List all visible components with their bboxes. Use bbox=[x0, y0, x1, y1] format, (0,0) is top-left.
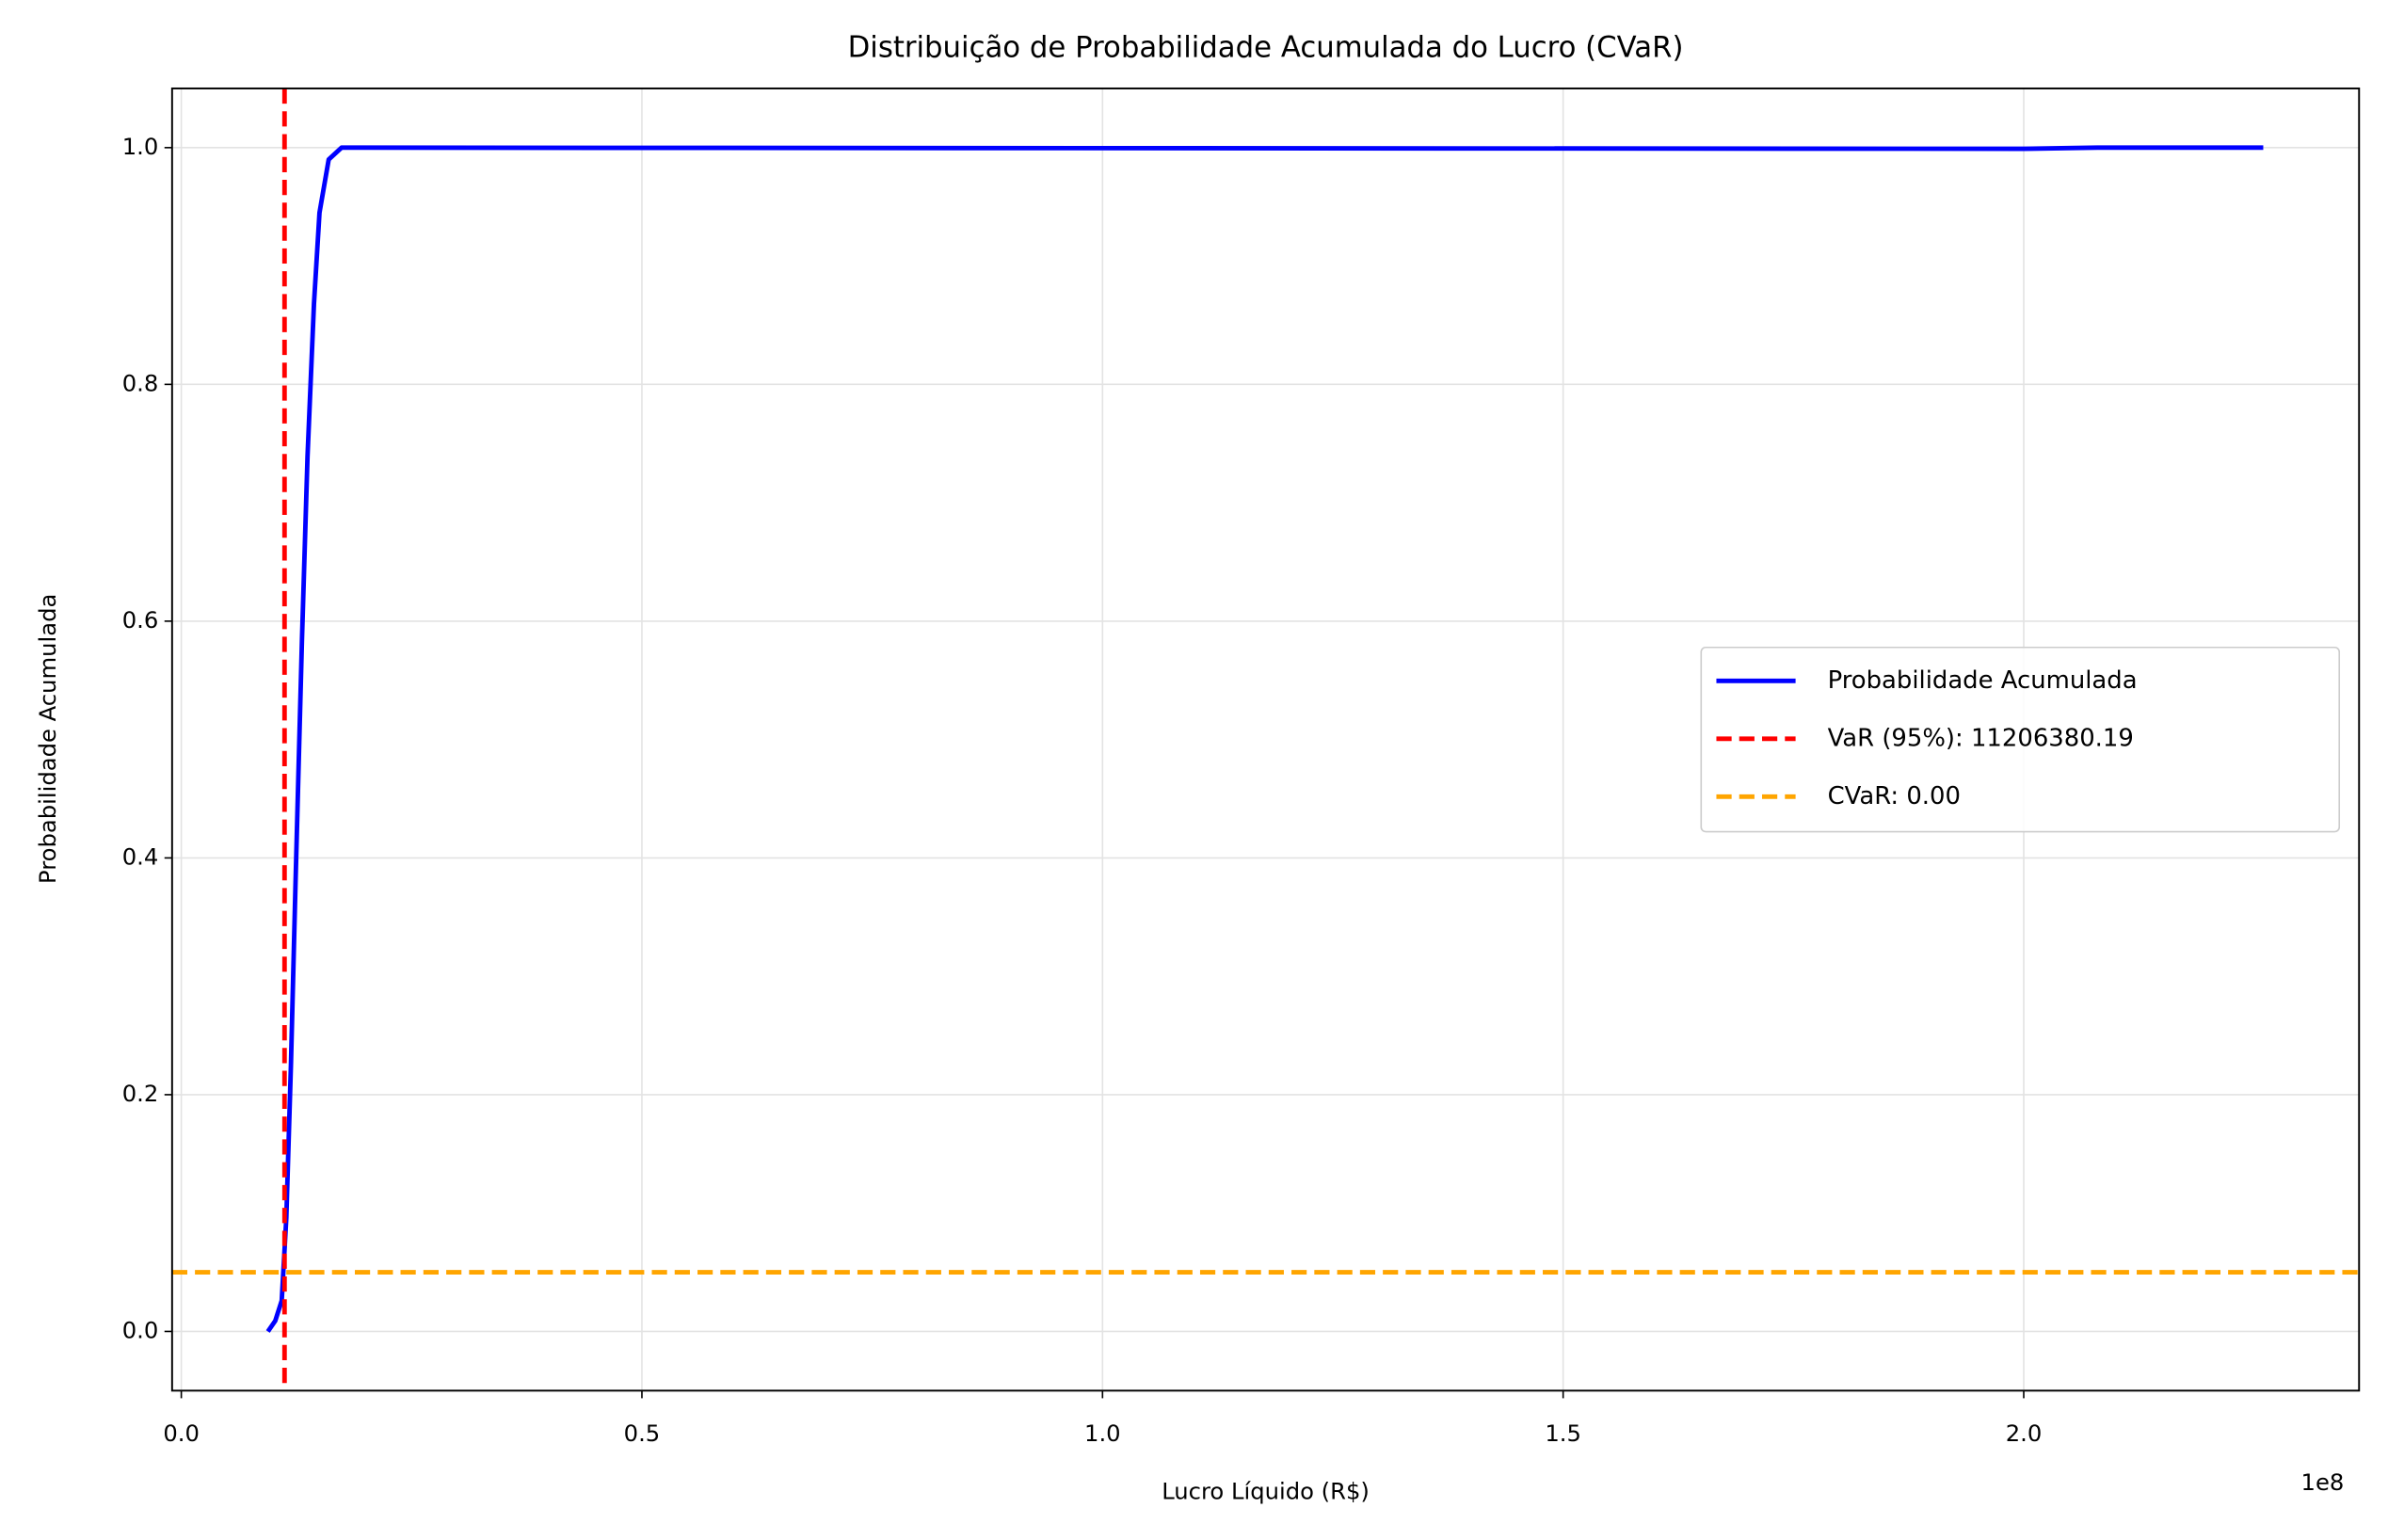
y-tick-label: 0.6 bbox=[122, 606, 159, 634]
legend-label: Probabilidade Acumulada bbox=[1828, 666, 2138, 695]
legend: Probabilidade Acumulada VaR (95%): 112063… bbox=[1700, 646, 2341, 833]
y-tick-label: 1.0 bbox=[122, 133, 159, 160]
data-line bbox=[265, 145, 2264, 1333]
y-axis-label: Probabilidade Acumulada bbox=[34, 594, 61, 884]
legend-label: CVaR: 0.00 bbox=[1828, 782, 1961, 810]
y-tick-label: 0.0 bbox=[122, 1316, 159, 1343]
chart-title: Distribuição de Probabilidade Acumulada … bbox=[848, 30, 1684, 64]
legend-box bbox=[1700, 646, 2341, 833]
x-axis-label: Lucro Líquido (R$) bbox=[1162, 1478, 1370, 1505]
x-tick-label: 0.0 bbox=[163, 1420, 200, 1447]
x-tick-label: 2.0 bbox=[2006, 1420, 2043, 1447]
axes-frame bbox=[170, 87, 2361, 1392]
y-tick-label: 0.2 bbox=[122, 1080, 159, 1107]
y-tick-label: 0.8 bbox=[122, 369, 159, 396]
x-offset-label: 1e8 bbox=[2301, 1468, 2345, 1496]
y-tick-label: 0.4 bbox=[122, 842, 159, 870]
x-tick-label: 1.5 bbox=[1545, 1420, 1581, 1447]
x-tick-label: 0.5 bbox=[624, 1420, 661, 1447]
x-tick-label: 1.0 bbox=[1084, 1420, 1121, 1447]
legend-label: VaR (95%): 11206380.19 bbox=[1828, 724, 2134, 752]
